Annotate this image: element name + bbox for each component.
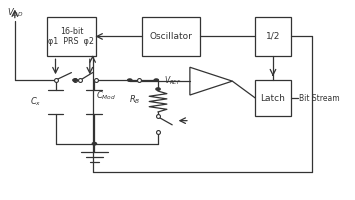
Text: 16-bit
φ1  PRS  φ2: 16-bit φ1 PRS φ2 [48,27,94,46]
Circle shape [156,88,160,90]
Text: $C_{Mod}$: $C_{Mod}$ [96,90,116,102]
Text: $V_{DD}$: $V_{DD}$ [7,6,23,19]
Text: $V_{REF}$: $V_{REF}$ [164,75,182,87]
Text: $R_B$: $R_B$ [129,94,140,106]
Bar [47,17,96,56]
Text: Latch: Latch [261,94,285,103]
Bar [255,17,291,56]
Circle shape [128,79,132,81]
Bar [255,80,291,116]
Circle shape [92,143,97,145]
Text: Oscillator: Oscillator [150,32,193,41]
Text: 1/2: 1/2 [266,32,280,41]
Text: $C_x$: $C_x$ [30,96,42,108]
Text: Bit Stream: Bit Stream [300,94,340,103]
Bar [142,17,201,56]
Circle shape [73,79,77,81]
Circle shape [154,79,158,81]
